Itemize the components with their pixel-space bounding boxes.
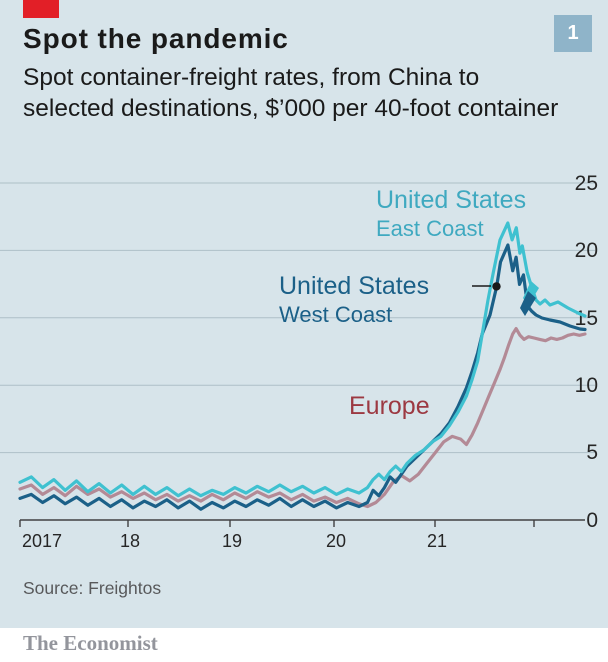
svg-text:18: 18 — [120, 531, 140, 551]
svg-text:25: 25 — [575, 172, 598, 195]
svg-text:0: 0 — [586, 509, 598, 532]
svg-text:20: 20 — [575, 239, 598, 262]
svg-text:15: 15 — [575, 307, 598, 330]
svg-text:5: 5 — [586, 441, 598, 464]
svg-text:21: 21 — [427, 531, 447, 551]
svg-text:2017: 2017 — [22, 531, 62, 551]
svg-text:10: 10 — [575, 374, 598, 397]
svg-text:20: 20 — [326, 531, 346, 551]
svg-text:19: 19 — [222, 531, 242, 551]
